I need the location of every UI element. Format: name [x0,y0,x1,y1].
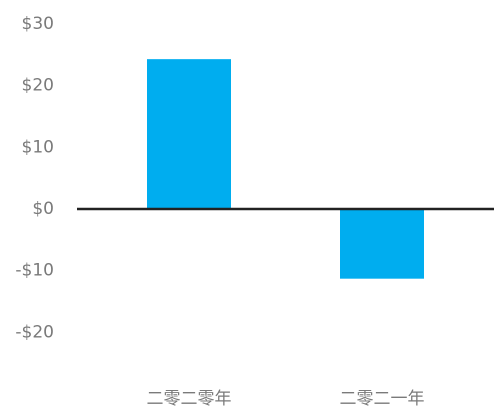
y-tick-label: $0 [32,199,54,219]
x-category-label: 二零二一年 [340,389,425,409]
bars [147,59,424,279]
y-tick-label: -$10 [15,261,54,281]
y-axis-ticks: $30 $20 $10 $0 -$10 -$20 [15,14,54,342]
y-tick-label: -$20 [15,322,54,342]
y-tick-label: $30 [22,14,54,34]
y-tick-label: $20 [22,76,54,96]
y-tick-label: $10 [22,137,54,157]
x-category-label: 二零二零年 [147,389,232,409]
bar-2 [340,209,424,279]
bar-1 [147,59,231,210]
x-axis-labels: 二零二零年 二零二一年 [147,389,425,409]
